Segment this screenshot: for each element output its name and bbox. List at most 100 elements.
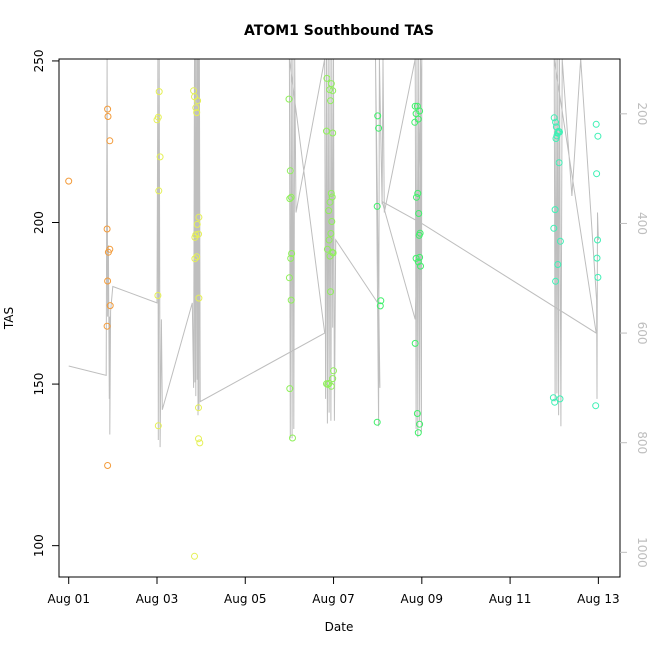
- data-point: [594, 236, 601, 244]
- points-layer: [65, 74, 602, 560]
- data-point: [289, 434, 296, 442]
- data-point: [593, 170, 601, 178]
- data-point: [417, 262, 424, 270]
- data-point: [376, 302, 384, 310]
- data-point: [414, 189, 422, 197]
- data-point: [287, 296, 295, 304]
- data-point: [554, 129, 562, 137]
- data-point: [329, 375, 337, 383]
- data-point: [193, 109, 201, 117]
- data-point: [193, 220, 201, 228]
- data-point: [373, 418, 381, 426]
- data-point: [104, 105, 112, 113]
- data-point: [326, 86, 334, 94]
- data-point: [414, 429, 422, 437]
- data-point: [415, 231, 423, 239]
- x-tick-label: Aug 09: [401, 592, 444, 606]
- data-point: [287, 254, 295, 262]
- data-point: [329, 87, 337, 95]
- data-point: [325, 207, 333, 215]
- data-point: [327, 189, 335, 197]
- data-point: [193, 253, 201, 261]
- data-point: [327, 288, 334, 296]
- data-point: [411, 339, 419, 347]
- y-axis-label: TAS: [2, 307, 16, 330]
- data-point: [195, 404, 202, 412]
- data-point: [551, 398, 559, 406]
- data-point: [155, 88, 163, 96]
- data-point: [103, 322, 111, 330]
- data-point: [323, 127, 330, 135]
- data-point: [156, 153, 164, 161]
- data-point: [556, 395, 564, 403]
- data-point: [192, 104, 200, 112]
- data-point: [549, 394, 557, 402]
- right-y-tick-label: 200: [635, 102, 649, 125]
- data-point: [285, 274, 293, 282]
- chart-title: ATOM1 Southbound TAS: [244, 23, 434, 39]
- y-axis-right: 200 400 600 800 1000: [620, 102, 649, 568]
- data-point: [556, 237, 564, 245]
- y-tick-label: 150: [32, 373, 46, 396]
- data-point: [286, 195, 294, 203]
- data-point: [550, 114, 558, 122]
- y-tick-label: 200: [32, 211, 46, 234]
- data-point: [416, 253, 424, 261]
- data-point: [154, 422, 162, 430]
- data-point: [374, 112, 382, 120]
- data-point: [551, 206, 559, 214]
- data-point: [104, 277, 112, 285]
- data-point: [552, 277, 560, 285]
- data-point: [552, 135, 560, 142]
- x-tick-label: Aug 03: [136, 592, 179, 606]
- right-y-tick-label: 800: [635, 431, 649, 454]
- data-point: [104, 462, 112, 469]
- data-point: [414, 258, 422, 266]
- data-point: [155, 187, 163, 195]
- data-point: [286, 385, 294, 393]
- x-tick-label: Aug 13: [577, 592, 620, 606]
- data-point: [328, 248, 336, 256]
- data-point: [373, 202, 381, 210]
- data-point: [327, 80, 335, 88]
- x-tick-label: Aug 05: [224, 592, 267, 606]
- data-point: [592, 120, 600, 128]
- data-point: [191, 255, 199, 263]
- x-axis: Aug 01 Aug 03 Aug 05 Aug 07 Aug 09 Aug 11 Aug …: [47, 577, 620, 606]
- data-point: [377, 297, 385, 305]
- data-point: [413, 193, 420, 201]
- data-point: [191, 552, 198, 560]
- data-point: [411, 102, 419, 110]
- x-axis-label: Date: [325, 620, 354, 634]
- data-point: [550, 224, 558, 232]
- x-tick-label: Aug 01: [47, 592, 90, 606]
- data-point: [326, 198, 334, 206]
- right-y-tick-label: 400: [635, 212, 649, 235]
- x-tick-label: Aug 11: [489, 592, 532, 606]
- data-point: [554, 261, 562, 268]
- data-point: [104, 113, 112, 120]
- data-point: [330, 367, 337, 375]
- data-point: [195, 213, 203, 221]
- data-point: [593, 254, 601, 262]
- plot-frame: [58, 58, 621, 578]
- data-point: [411, 118, 419, 126]
- data-point: [327, 382, 335, 390]
- data-point: [106, 137, 114, 145]
- data-point: [286, 167, 294, 175]
- data-point: [154, 113, 162, 121]
- data-point: [65, 177, 73, 185]
- data-point: [288, 250, 296, 257]
- data-point: [104, 248, 112, 256]
- data-point: [412, 254, 420, 262]
- data-point: [326, 252, 334, 260]
- data-point: [195, 435, 202, 443]
- data-point: [594, 273, 602, 281]
- data-point: [285, 95, 293, 103]
- x-tick-label: Aug 07: [312, 592, 355, 606]
- data-point: [103, 225, 111, 233]
- data-point: [327, 97, 334, 105]
- data-point: [415, 210, 423, 217]
- y-tick-label: 250: [32, 49, 46, 72]
- data-point: [106, 302, 114, 310]
